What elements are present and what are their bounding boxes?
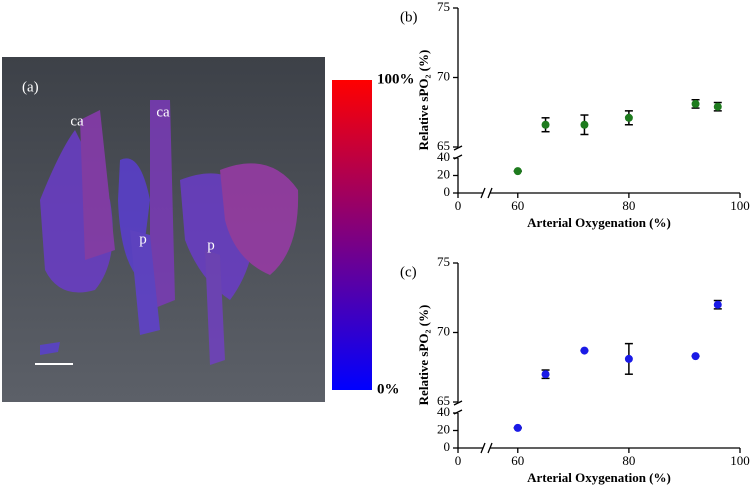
point	[624, 354, 633, 363]
y-tick-label: 40	[437, 149, 450, 164]
colorbar-tick-label: 0%	[377, 381, 400, 397]
y-tick-label: 70	[437, 68, 450, 83]
y-tick-label: 65	[437, 138, 450, 153]
x-tick-label: 60	[511, 198, 524, 213]
point	[580, 346, 589, 355]
y-tick-label: 75	[437, 0, 450, 14]
x-tick-label: 0	[455, 453, 462, 468]
y-break	[453, 400, 463, 406]
annotation: p	[139, 231, 147, 247]
point	[691, 99, 700, 108]
panel-label: (c)	[400, 264, 417, 280]
point	[513, 423, 522, 432]
x-axis-title: Arterial Oxygenation (%)	[527, 470, 671, 485]
colorbar-tick-label: 100%	[377, 71, 415, 87]
y-tick-label: 20	[437, 421, 450, 436]
x-tick-label: 100	[730, 453, 750, 468]
x-tick-label: 0	[455, 198, 462, 213]
y-tick-label: 0	[444, 184, 451, 199]
y-axis-title: Relative sPO₂ (%)	[416, 50, 431, 151]
x-tick-label: 100	[730, 198, 750, 213]
annotation: p	[207, 237, 215, 253]
y-tick-label: 65	[437, 393, 450, 408]
point	[541, 370, 550, 379]
y-tick-label: 20	[437, 166, 450, 181]
x-break	[487, 187, 493, 199]
y-axis-title: Relative sPO₂ (%)	[416, 305, 431, 406]
point	[713, 300, 722, 309]
panel-label: (a)	[22, 79, 39, 95]
annotation: ca	[70, 113, 84, 129]
point	[713, 102, 722, 111]
point	[624, 113, 633, 122]
colorbar	[332, 80, 372, 390]
point	[580, 120, 589, 129]
x-break	[480, 187, 486, 199]
x-tick-label: 80	[622, 453, 635, 468]
y-tick-label: 0	[444, 439, 451, 454]
y-tick-label: 75	[437, 254, 450, 269]
point	[691, 352, 700, 361]
x-break	[487, 442, 493, 454]
annotation: ca	[156, 104, 170, 120]
photo	[2, 57, 372, 402]
y-tick-label: 70	[437, 323, 450, 338]
point	[513, 167, 522, 176]
x-tick-label: 60	[511, 453, 524, 468]
x-tick-label: 80	[622, 198, 635, 213]
x-break	[480, 442, 486, 454]
x-axis-title: Arterial Oxygenation (%)	[527, 215, 671, 230]
y-break	[453, 145, 463, 151]
panel-label: (b)	[400, 9, 418, 25]
point	[541, 120, 550, 129]
y-tick-label: 40	[437, 404, 450, 419]
